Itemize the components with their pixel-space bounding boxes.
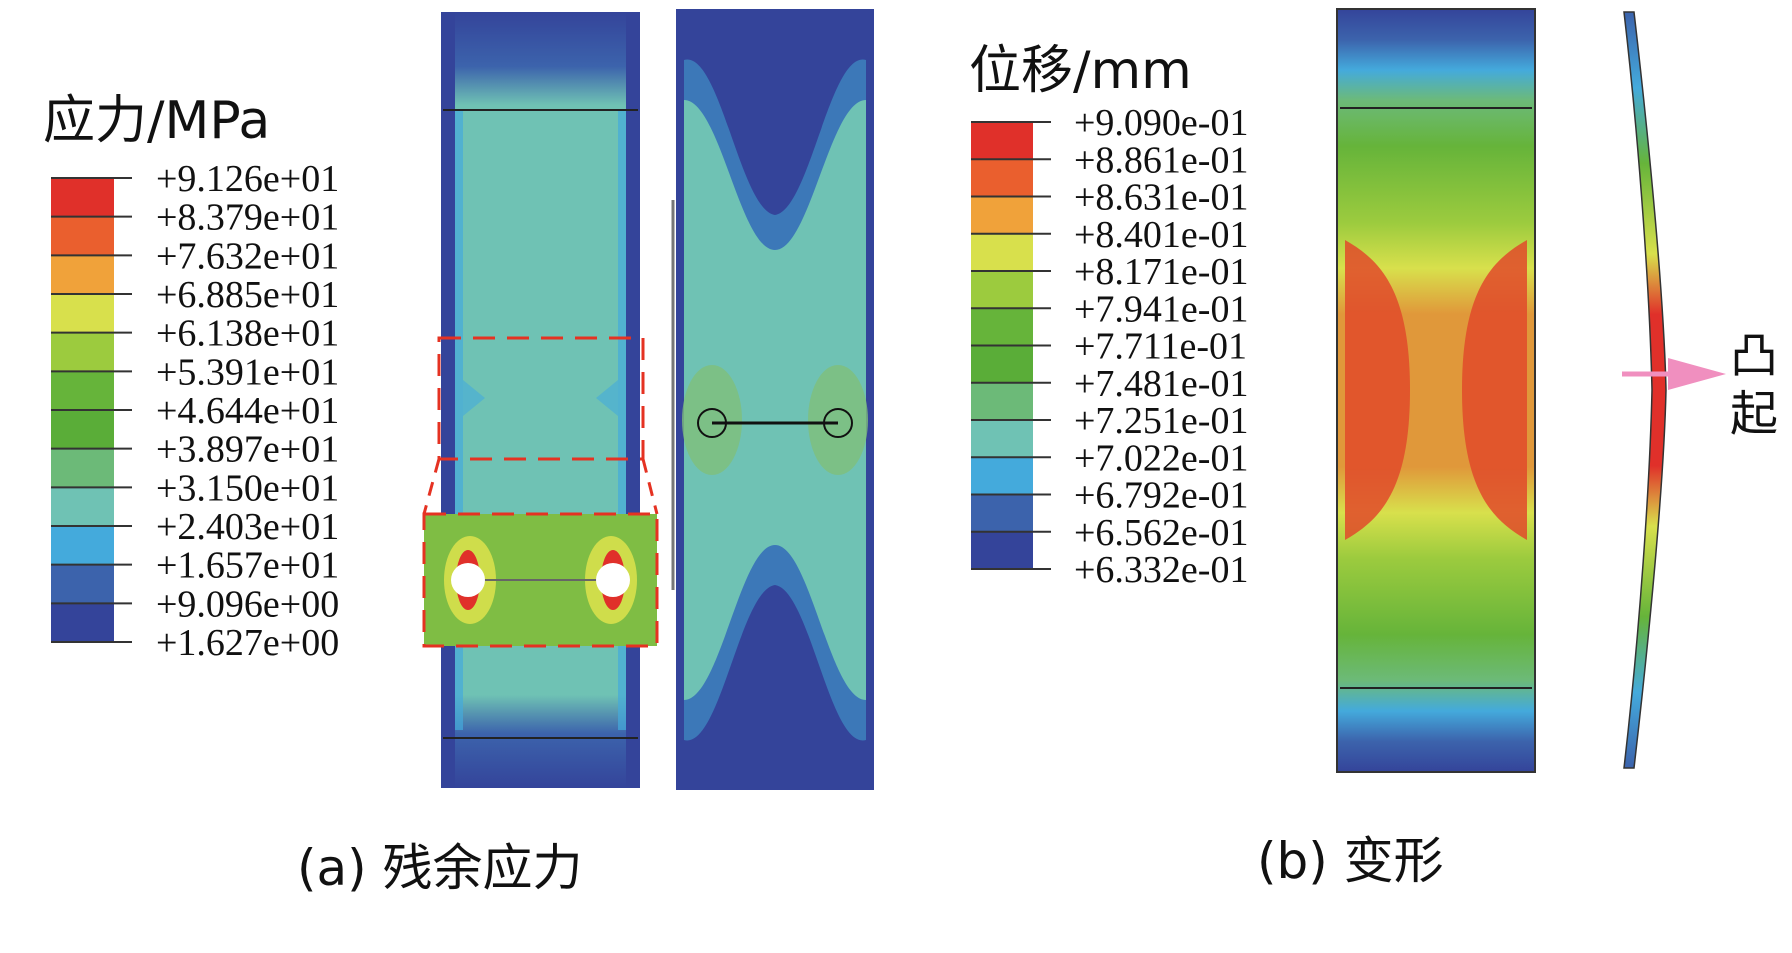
stress-colorbar-band — [51, 371, 114, 411]
displacement-colorbar-band — [971, 159, 1033, 197]
displacement-colorbar-band — [971, 233, 1033, 272]
residual-stress-plate-front — [422, 12, 659, 788]
zoomed-detail-box — [422, 512, 659, 648]
stress-colorbar-band — [51, 332, 114, 372]
bulge-label-1: 凸 — [1730, 328, 1778, 384]
displacement-colorbar-tick-label: +7.481e-01 — [1074, 363, 1248, 405]
stress-colorbar-band — [51, 178, 114, 218]
stress-colorbar-band — [51, 487, 114, 527]
displacement-colorbar-tick-label: +8.401e-01 — [1074, 214, 1248, 256]
stress-colorbar-band — [51, 564, 114, 604]
displacement-colorbar-tick-label: +6.332e-01 — [1074, 549, 1248, 591]
displacement-colorbar-band — [971, 308, 1033, 346]
stress-colorbar-tick-label: +4.644e+01 — [156, 390, 339, 432]
caption-b: (b) 变形 — [1257, 832, 1444, 890]
bulge-arrow — [1622, 358, 1726, 390]
stress-colorbar-tick-label: +9.126e+01 — [156, 158, 339, 200]
weld-hole — [451, 563, 485, 597]
stress-colorbar-tick-label: +6.885e+01 — [156, 274, 339, 316]
displacement-colorbar-band — [971, 494, 1033, 533]
displacement-colorbar-tick-label: +8.861e-01 — [1074, 139, 1248, 181]
deformation-plate — [1336, 8, 1536, 773]
stress-colorbar-band — [51, 294, 114, 334]
weld-hole — [596, 563, 630, 597]
displacement-colorbar-tick-label: +7.941e-01 — [1074, 288, 1248, 330]
caption-a: (a) 残余应力 — [297, 839, 583, 897]
stress-colorbar-tick-label: +7.632e+01 — [156, 235, 339, 277]
displacement-colorbar-tick-label: +8.171e-01 — [1074, 251, 1248, 293]
displacement-colorbar-band — [971, 420, 1033, 458]
dashed-focus-box — [437, 336, 645, 461]
displacement-colorbar-tick-label: +8.631e-01 — [1074, 177, 1248, 219]
stress-colorbar-tick-label: +5.391e+01 — [156, 351, 339, 393]
displacement-colorbar-tick-label: +6.562e-01 — [1074, 512, 1248, 554]
displacement-colorbar-band — [971, 271, 1033, 309]
displacement-colorbar-tick-label: +7.022e-01 — [1074, 437, 1248, 479]
stress-colorbar: +9.126e+01+8.379e+01+7.632e+01+6.885e+01… — [51, 158, 339, 664]
displacement-colorbar-tick-label: +7.711e-01 — [1074, 326, 1247, 368]
stress-colorbar-tick-label: +3.897e+01 — [156, 429, 339, 471]
displacement-colorbar-band — [971, 196, 1033, 235]
stress-colorbar-tick-label: +1.657e+01 — [156, 545, 339, 587]
stress-colorbar-band — [51, 410, 114, 450]
displacement-colorbar-tick-label: +9.090e-01 — [1074, 102, 1248, 144]
displacement-colorbar-tick-label: +7.251e-01 — [1074, 400, 1248, 442]
stress-colorbar-tick-label: +9.096e+00 — [156, 583, 339, 625]
stress-colorbar-tick-label: +6.138e+01 — [156, 313, 339, 355]
displacement-colorbar-band — [971, 531, 1033, 570]
stress-colorbar-band — [51, 603, 114, 643]
displacement-colorbar-tick-label: +6.792e-01 — [1074, 475, 1248, 517]
bulge-label-2: 起 — [1730, 386, 1778, 442]
stress-colorbar-band — [51, 526, 114, 566]
panel-a: 应力/MPa +9.126e+01+8.379e+01+7.632e+01+6.… — [43, 9, 874, 897]
displacement-legend-title: 位移/mm — [969, 41, 1192, 101]
stress-colorbar-band — [51, 216, 114, 256]
displacement-colorbar-band — [971, 345, 1033, 384]
stress-colorbar-tick-label: +1.627e+00 — [156, 622, 339, 664]
panel-b: 位移/mm +9.090e-01+8.861e-01+8.631e-01+8.4… — [969, 8, 1778, 890]
stress-legend-title: 应力/MPa — [43, 91, 270, 151]
residual-stress-plate-back — [671, 9, 874, 790]
stress-colorbar-tick-label: +8.379e+01 — [156, 197, 339, 239]
displacement-colorbar-band — [971, 457, 1033, 495]
stress-colorbar-band — [51, 255, 114, 295]
deformation-side-profile — [1623, 11, 1667, 769]
displacement-colorbar: +9.090e-01+8.861e-01+8.631e-01+8.401e-01… — [971, 102, 1248, 591]
stress-colorbar-tick-label: +3.150e+01 — [156, 467, 339, 509]
displacement-colorbar-band — [971, 382, 1033, 421]
displacement-colorbar-band — [971, 122, 1033, 160]
stress-colorbar-band — [51, 448, 114, 488]
stress-colorbar-tick-label: +2.403e+01 — [156, 506, 339, 548]
